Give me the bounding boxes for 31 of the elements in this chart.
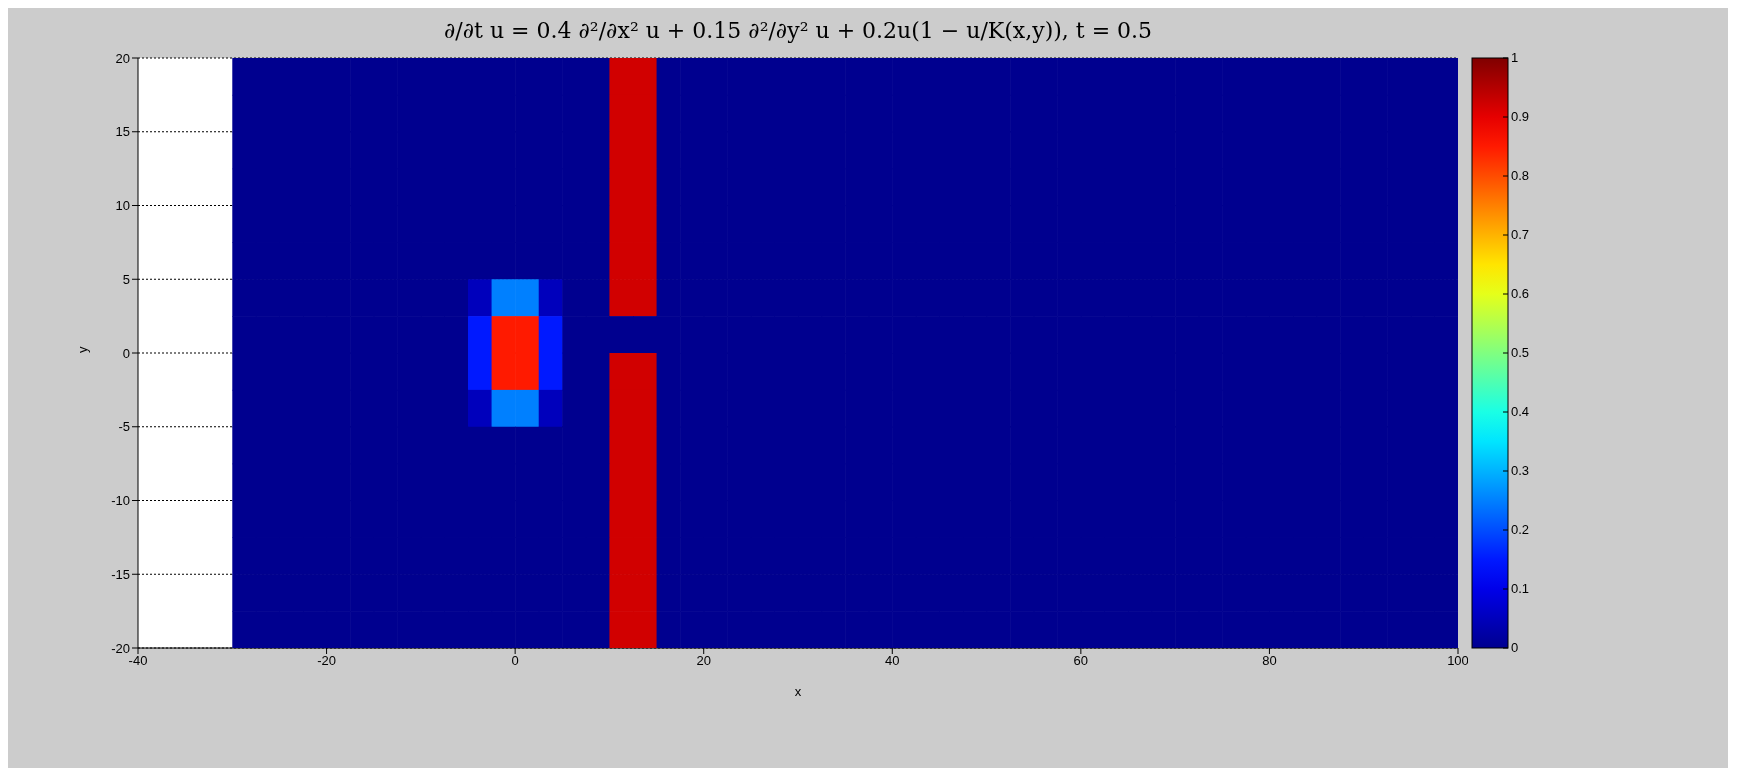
y-axis-title: y — [74, 346, 90, 353]
color-bar-label: 0.3 — [1511, 463, 1530, 478]
y-tick-label: 15 — [115, 124, 130, 140]
color-bar-label: 0.6 — [1511, 286, 1530, 301]
x-axis-title: x — [794, 684, 802, 699]
color-bar-label: 0.1 — [1511, 581, 1530, 596]
color-bar-label: 0.2 — [1511, 522, 1530, 537]
x-tick-label: 20 — [696, 653, 711, 669]
y-tick-label: -10 — [111, 493, 130, 509]
color-bar-label: 1 — [1511, 50, 1519, 65]
x-tick-label: 80 — [1262, 653, 1277, 669]
x-tick-label: 60 — [1073, 653, 1089, 669]
color-bar-label: 0.4 — [1511, 404, 1530, 419]
y-tick-label: -15 — [111, 566, 130, 582]
x-tick-label: 0 — [511, 653, 519, 669]
y-tick-label: -5 — [118, 419, 130, 435]
y-tick-label: 0 — [122, 345, 130, 361]
chart-title: ∂/∂t u = 0.4 ∂²/∂x² u + 0.15 ∂²/∂y² u + 0.2u(1 − u/K(x,y)), t = 0.5 — [443, 18, 1153, 43]
color-bar-label: 0.9 — [1511, 109, 1530, 124]
color-bar-label: 0.7 — [1511, 227, 1530, 242]
y-tick-label: -20 — [111, 640, 130, 656]
color-bar-label: 0.5 — [1511, 345, 1530, 360]
y-tick-label: 20 — [115, 50, 130, 66]
x-tick-label: -20 — [317, 653, 336, 669]
color-bar-label: 0.8 — [1511, 168, 1530, 183]
x-tick-label: -40 — [128, 653, 148, 669]
color-bar-label: 0 — [1511, 640, 1519, 655]
y-tick-label: 10 — [115, 198, 130, 214]
y-tick-label: 5 — [122, 271, 130, 287]
x-tick-label: 100 — [1447, 653, 1469, 669]
x-tick-label: 40 — [885, 653, 900, 669]
